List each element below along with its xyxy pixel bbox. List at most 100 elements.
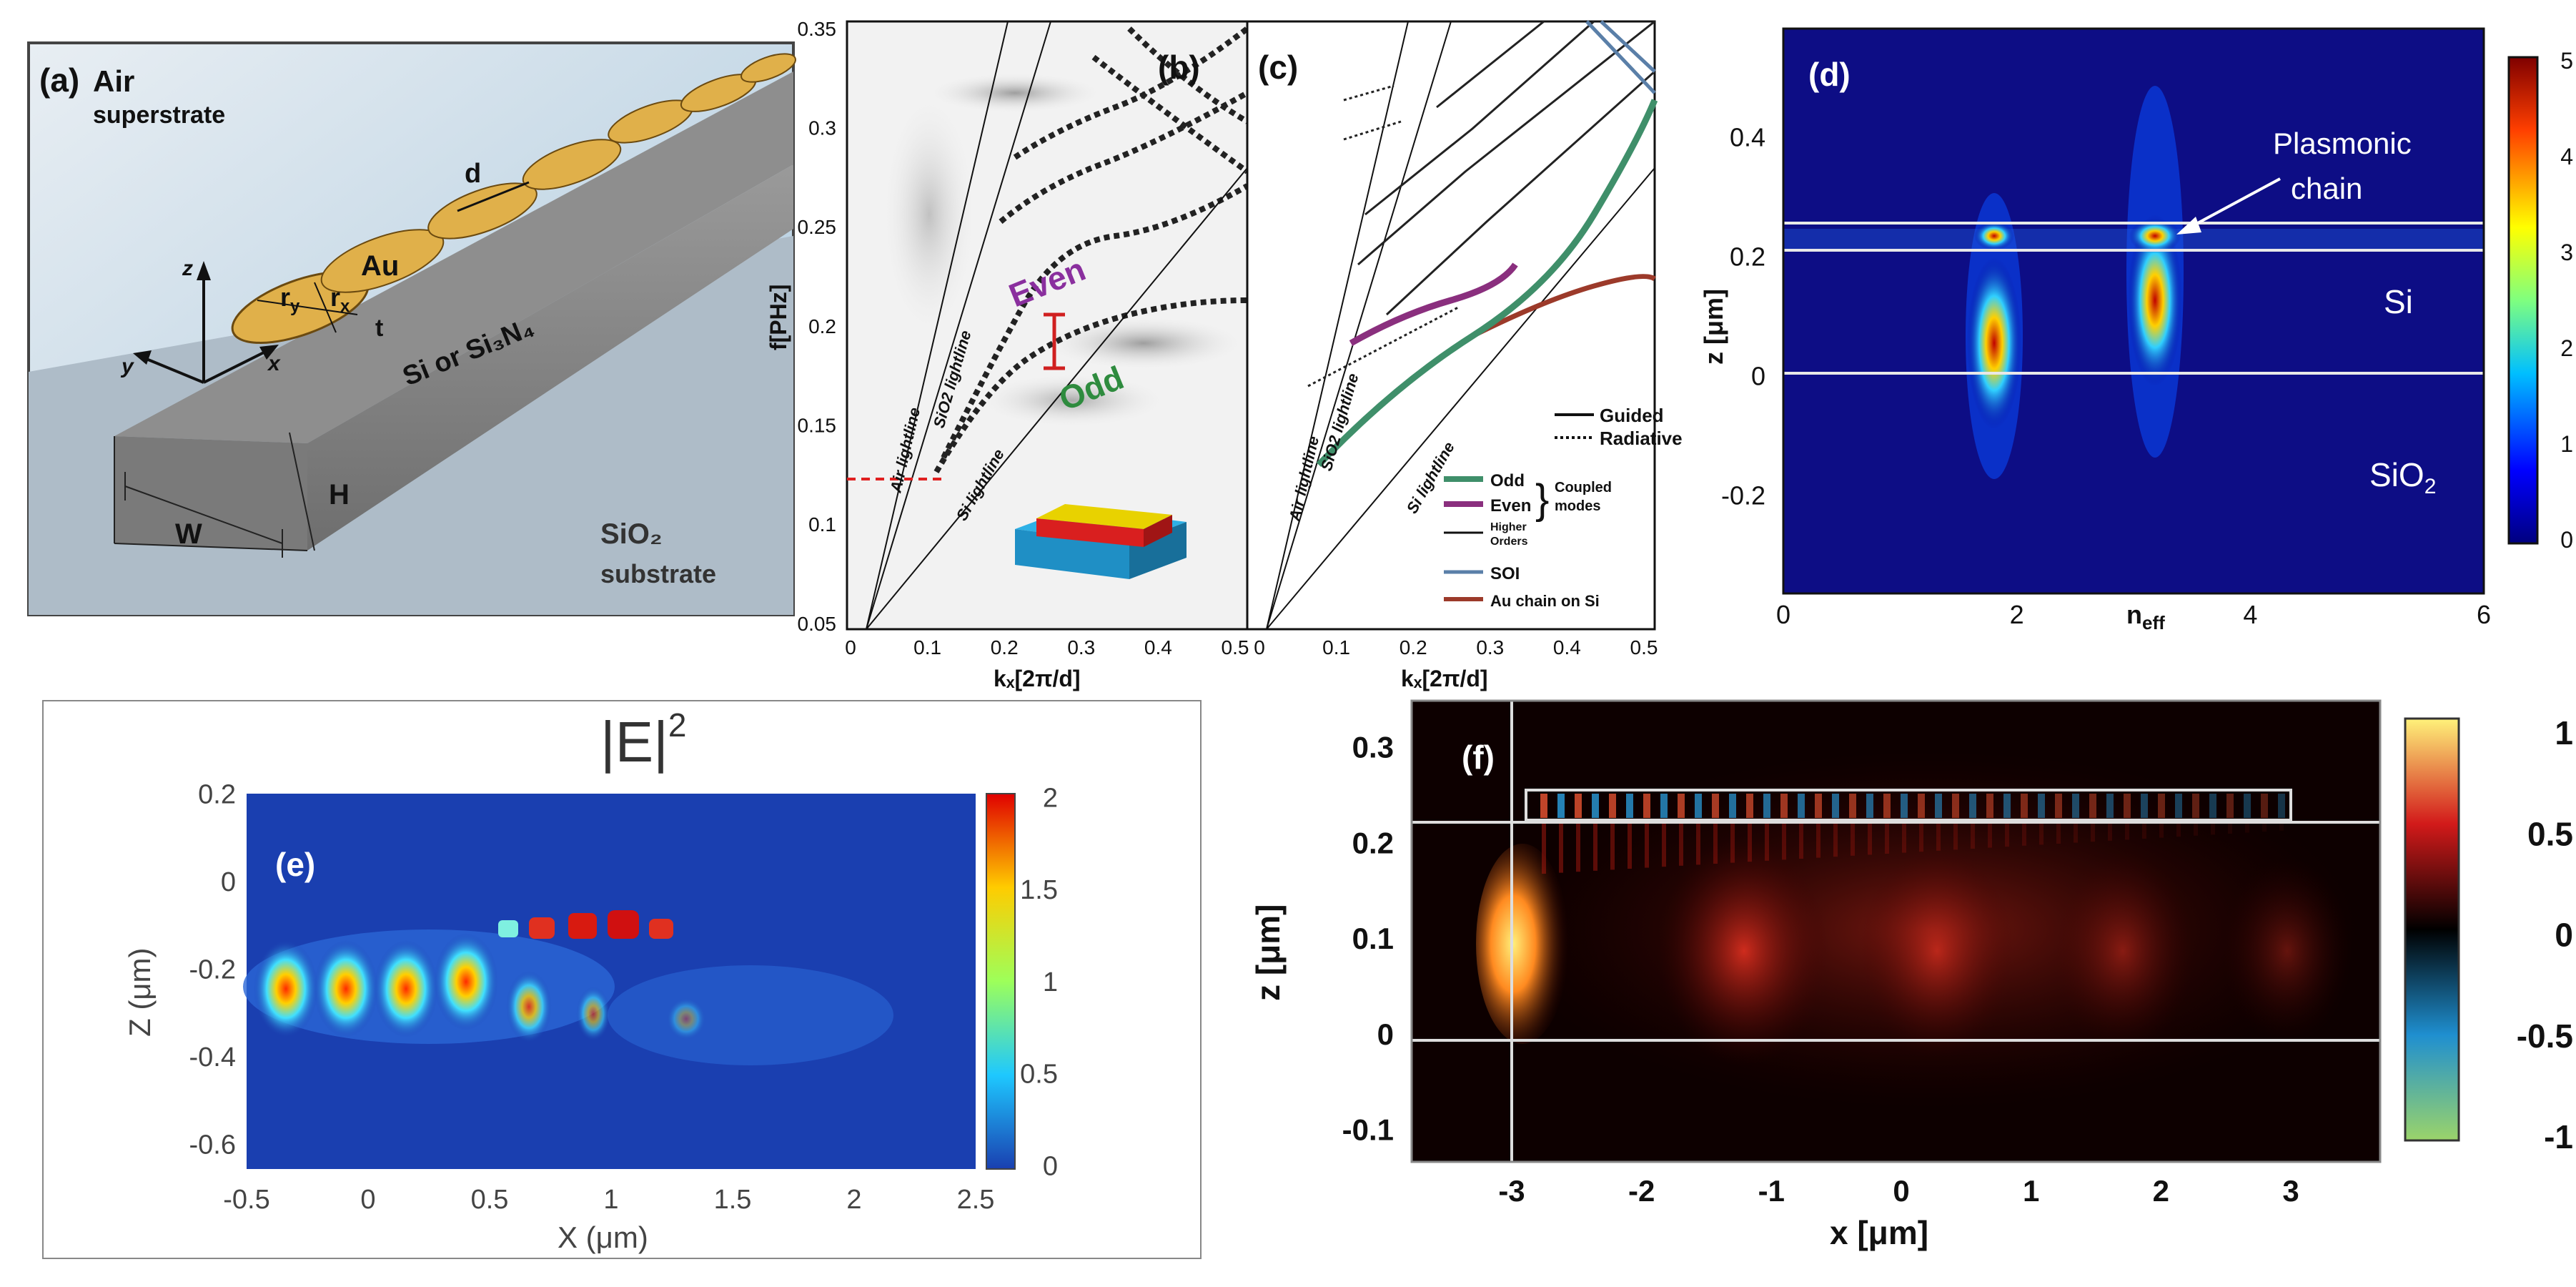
- radiative-mode: [1343, 120, 1402, 141]
- panel-e-xlabel: X (μm): [558, 1221, 648, 1254]
- au-particles: [498, 910, 673, 939]
- sio2-lightline: [866, 21, 1051, 630]
- field-stripe: [2091, 824, 2095, 842]
- y-tick-label: -0.5: [2517, 1017, 2573, 1055]
- y-tick-label: 0.05: [798, 613, 837, 635]
- x-tick-label: 0.5: [1630, 636, 1658, 659]
- y-tick-label: 2: [2560, 335, 2573, 361]
- field-stripe: [2003, 794, 2011, 818]
- field-stripe: [2142, 824, 2146, 839]
- x-tick-label: 0: [845, 636, 856, 659]
- field-stripe: [1798, 794, 1805, 818]
- panel-e-colorbar-ticks: 2 1.5 1 0.5 0: [1020, 783, 1058, 1181]
- dispersion-higher: [999, 90, 1249, 225]
- panel-a-label: (a): [39, 61, 79, 99]
- au-disk: [427, 182, 538, 240]
- field-stripe: [1610, 824, 1615, 870]
- field-stripe: [1557, 794, 1565, 818]
- y-tick-label: -0.1: [1342, 1113, 1394, 1147]
- h-label: H: [329, 479, 350, 511]
- field-stripe: [1816, 824, 1820, 858]
- field-lobe: [254, 940, 318, 1037]
- y-tick-label: 0.15: [798, 414, 837, 436]
- field-stripe: [2158, 794, 2165, 818]
- x-tick-label: 0: [1254, 636, 1265, 659]
- w-label: W: [175, 518, 202, 550]
- field-stripe: [1833, 824, 1838, 857]
- x-tick-label: 2.5: [957, 1185, 995, 1215]
- x-tick-label: 0: [1776, 600, 1790, 629]
- field-stripe: [2021, 794, 2028, 818]
- y-tick-label: 0: [221, 867, 236, 897]
- y-tick-label: -0.4: [189, 1042, 236, 1072]
- field-stripe: [1780, 794, 1788, 818]
- panel-b-label: (b): [1158, 49, 1200, 86]
- panel-c-xlabel: kₓ[2π/d]: [1401, 666, 1488, 691]
- field-stripe: [1815, 794, 1822, 818]
- field-stripe: [2175, 794, 2182, 818]
- field-stripe: [1540, 794, 1547, 818]
- panel-b-xlabel: kₓ[2π/d]: [994, 666, 1081, 691]
- y-tick-label: 0.3: [1352, 731, 1394, 764]
- panel-d-xticks: 0 2 4 6: [1776, 600, 2491, 629]
- x-tick-label: 6: [2477, 600, 2491, 629]
- t-label: t: [375, 315, 383, 342]
- field-stripe: [1971, 824, 1975, 849]
- source-hotspot: [1476, 844, 1569, 1044]
- plasmonic-label: Plasmonic: [2273, 127, 2412, 160]
- field-stripe: [2072, 794, 2079, 818]
- field-stripe: [2056, 824, 2061, 844]
- field-stripe: [1952, 794, 1959, 818]
- y-tick-label: 0.2: [198, 779, 236, 809]
- field-stripe: [1901, 794, 1908, 818]
- field-stripe: [2209, 794, 2216, 818]
- field-stripe: [1918, 794, 1925, 818]
- field-stripe: [1799, 824, 1803, 859]
- field-stripe: [1626, 794, 1633, 818]
- field-stripe: [1713, 824, 1718, 864]
- y-tick-label: 3: [2560, 240, 2573, 265]
- legend-higher: Higher: [1490, 521, 1527, 533]
- x-tick-label: 3: [2282, 1174, 2299, 1208]
- y-tick-label: 0.1: [1352, 922, 1394, 955]
- waveguide-side: [114, 436, 307, 551]
- panel-d-colorbar-ticks: 5 4 3 2 1 0: [2560, 48, 2573, 553]
- field-stripe: [1730, 824, 1735, 863]
- dispersion-even: [941, 183, 1249, 459]
- field-stripe: [1953, 824, 1958, 850]
- legend-soi: SOI: [1490, 564, 1520, 583]
- superstrate-label: superstrate: [93, 102, 225, 129]
- waveguide-top: [114, 72, 793, 443]
- y-tick-label: 1: [2555, 714, 2573, 751]
- y-tick-label: 1.5: [1020, 875, 1058, 905]
- field-stripe: [1592, 794, 1599, 818]
- x-tick-label: 0.4: [1144, 636, 1172, 659]
- si-lightline: [866, 167, 1248, 630]
- x-tick-label: 1.5: [714, 1185, 752, 1215]
- field-stripe: [2106, 794, 2114, 818]
- y-tick-label: 4: [2560, 144, 2573, 169]
- field-stripe: [2192, 794, 2199, 818]
- panel-c-label: (c): [1258, 49, 1298, 86]
- field-stripe: [2108, 824, 2112, 841]
- x-tick-label: 0.5: [1222, 636, 1249, 659]
- field-stripe: [1746, 794, 1753, 818]
- field-stripe: [1885, 824, 1889, 854]
- field-stripe: [1849, 794, 1856, 818]
- field-stripe: [1919, 824, 1923, 852]
- au-label: Au: [361, 250, 399, 282]
- au-disk: [522, 139, 622, 190]
- field-lobe: [506, 971, 552, 1042]
- panel-f-label: (f): [1462, 739, 1495, 776]
- x-tick-label: -0.5: [223, 1185, 269, 1215]
- field-stripe: [1593, 824, 1597, 871]
- x-tick-label: 0.5: [471, 1185, 509, 1215]
- x-tick-label: 0.3: [1476, 636, 1504, 659]
- panel-e: |E|2 (e) Z (μm) X (μm) 0.20-0.2-0.4-0.6 …: [42, 700, 1202, 1259]
- field-stripe: [1643, 794, 1650, 818]
- y-tick-label: 1: [1043, 967, 1058, 997]
- odd-curve: [1316, 99, 1658, 468]
- field-stripe: [1628, 824, 1632, 869]
- field-stripe: [1765, 824, 1769, 861]
- substrate-label: substrate: [600, 559, 716, 588]
